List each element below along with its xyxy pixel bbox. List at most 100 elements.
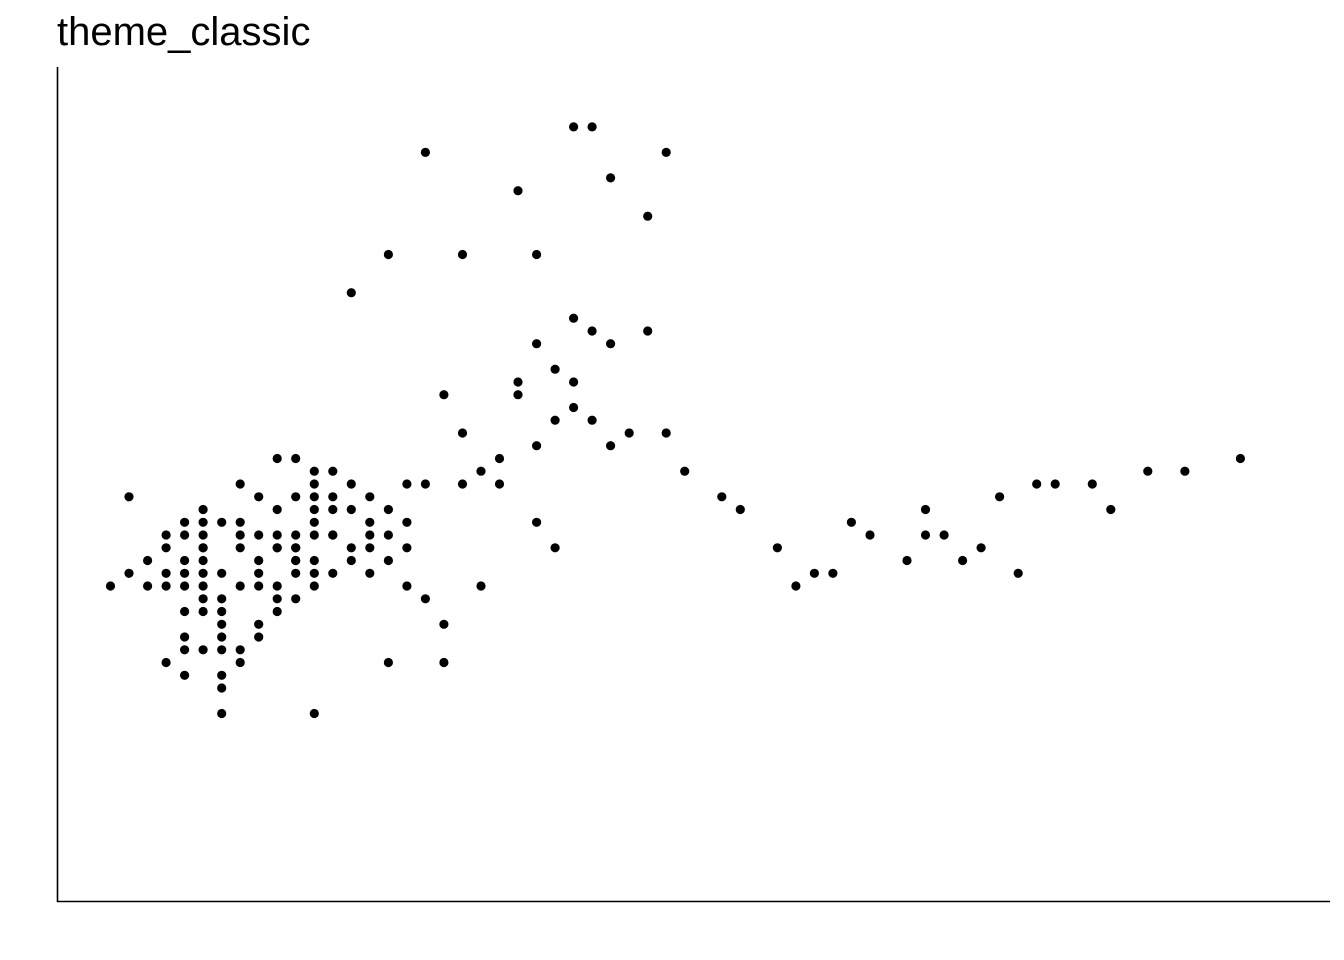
data-point bbox=[494, 479, 505, 489]
data-point bbox=[272, 543, 282, 553]
data-point bbox=[235, 645, 245, 655]
data-point bbox=[661, 428, 671, 438]
data-point bbox=[346, 543, 356, 553]
data-point bbox=[365, 568, 375, 578]
data-point bbox=[457, 479, 468, 489]
data-point bbox=[1087, 479, 1097, 489]
data-point bbox=[309, 517, 319, 527]
data-point bbox=[180, 632, 190, 642]
data-point bbox=[235, 530, 245, 540]
data-point bbox=[161, 530, 171, 540]
data-point bbox=[809, 568, 820, 578]
data-point bbox=[476, 466, 486, 476]
data-point bbox=[865, 530, 875, 540]
data-point bbox=[198, 645, 208, 655]
data-point bbox=[198, 594, 208, 604]
data-point bbox=[328, 568, 338, 578]
data-point bbox=[217, 632, 227, 642]
data-point bbox=[328, 530, 338, 540]
data-point bbox=[291, 555, 301, 566]
data-point bbox=[217, 619, 227, 629]
data-point bbox=[1050, 479, 1060, 489]
data-point bbox=[383, 657, 393, 668]
data-point bbox=[161, 568, 171, 578]
data-point bbox=[217, 594, 227, 604]
data-point bbox=[217, 683, 227, 693]
data-point bbox=[494, 453, 505, 464]
data-point bbox=[328, 466, 338, 476]
data-point bbox=[180, 517, 190, 527]
data-point bbox=[124, 568, 134, 578]
data-point bbox=[513, 377, 523, 387]
data-point bbox=[124, 492, 134, 502]
data-point bbox=[420, 479, 430, 489]
data-point bbox=[291, 543, 301, 553]
data-point bbox=[532, 517, 542, 527]
data-point bbox=[309, 466, 319, 476]
data-point bbox=[920, 530, 931, 540]
data-point bbox=[309, 568, 319, 578]
data-point bbox=[291, 530, 301, 540]
data-point bbox=[420, 594, 430, 604]
data-point bbox=[532, 339, 542, 349]
data-point bbox=[587, 122, 597, 132]
data-point bbox=[217, 568, 227, 578]
data-point bbox=[198, 530, 208, 540]
data-point bbox=[791, 581, 801, 591]
data-point bbox=[235, 581, 245, 591]
data-point bbox=[606, 339, 616, 349]
data-point bbox=[217, 645, 227, 655]
data-point bbox=[309, 581, 319, 591]
data-point bbox=[550, 543, 560, 553]
chart-title: theme_classic bbox=[57, 10, 311, 54]
data-point bbox=[143, 581, 153, 591]
data-point bbox=[569, 313, 579, 323]
data-point bbox=[180, 606, 190, 617]
data-point bbox=[328, 492, 338, 502]
data-point bbox=[1143, 466, 1153, 476]
data-point bbox=[198, 543, 208, 553]
data-point bbox=[513, 186, 523, 196]
data-point bbox=[550, 415, 560, 425]
data-point bbox=[569, 122, 579, 132]
data-point bbox=[365, 543, 375, 553]
data-point bbox=[402, 517, 412, 527]
data-point bbox=[383, 504, 393, 515]
data-point bbox=[180, 568, 190, 578]
data-point bbox=[272, 530, 282, 540]
data-point bbox=[587, 326, 597, 336]
data-point bbox=[291, 453, 301, 464]
data-point bbox=[272, 581, 282, 591]
data-point bbox=[439, 657, 449, 668]
data-point bbox=[457, 249, 468, 260]
data-point bbox=[346, 504, 356, 515]
data-point bbox=[717, 492, 727, 502]
data-point bbox=[235, 479, 245, 489]
data-point bbox=[235, 543, 245, 553]
data-point bbox=[180, 530, 190, 540]
data-point bbox=[365, 517, 375, 527]
data-point bbox=[198, 568, 208, 578]
data-point bbox=[254, 555, 264, 566]
data-point bbox=[198, 555, 208, 566]
data-point bbox=[976, 543, 986, 553]
data-point bbox=[383, 530, 393, 540]
data-point bbox=[161, 657, 171, 668]
data-point bbox=[606, 441, 616, 451]
data-point bbox=[828, 568, 838, 578]
data-point bbox=[217, 517, 227, 527]
data-point bbox=[161, 581, 171, 591]
data-point bbox=[254, 581, 264, 591]
data-point bbox=[383, 555, 393, 566]
data-point bbox=[180, 645, 190, 655]
data-point bbox=[476, 581, 486, 591]
data-point bbox=[420, 147, 430, 157]
data-point bbox=[180, 555, 190, 566]
data-point bbox=[198, 581, 208, 591]
data-point bbox=[569, 402, 579, 413]
data-point bbox=[254, 568, 264, 578]
data-point bbox=[735, 504, 745, 515]
data-point bbox=[1013, 568, 1023, 578]
data-point bbox=[254, 632, 264, 642]
data-point bbox=[439, 619, 449, 629]
